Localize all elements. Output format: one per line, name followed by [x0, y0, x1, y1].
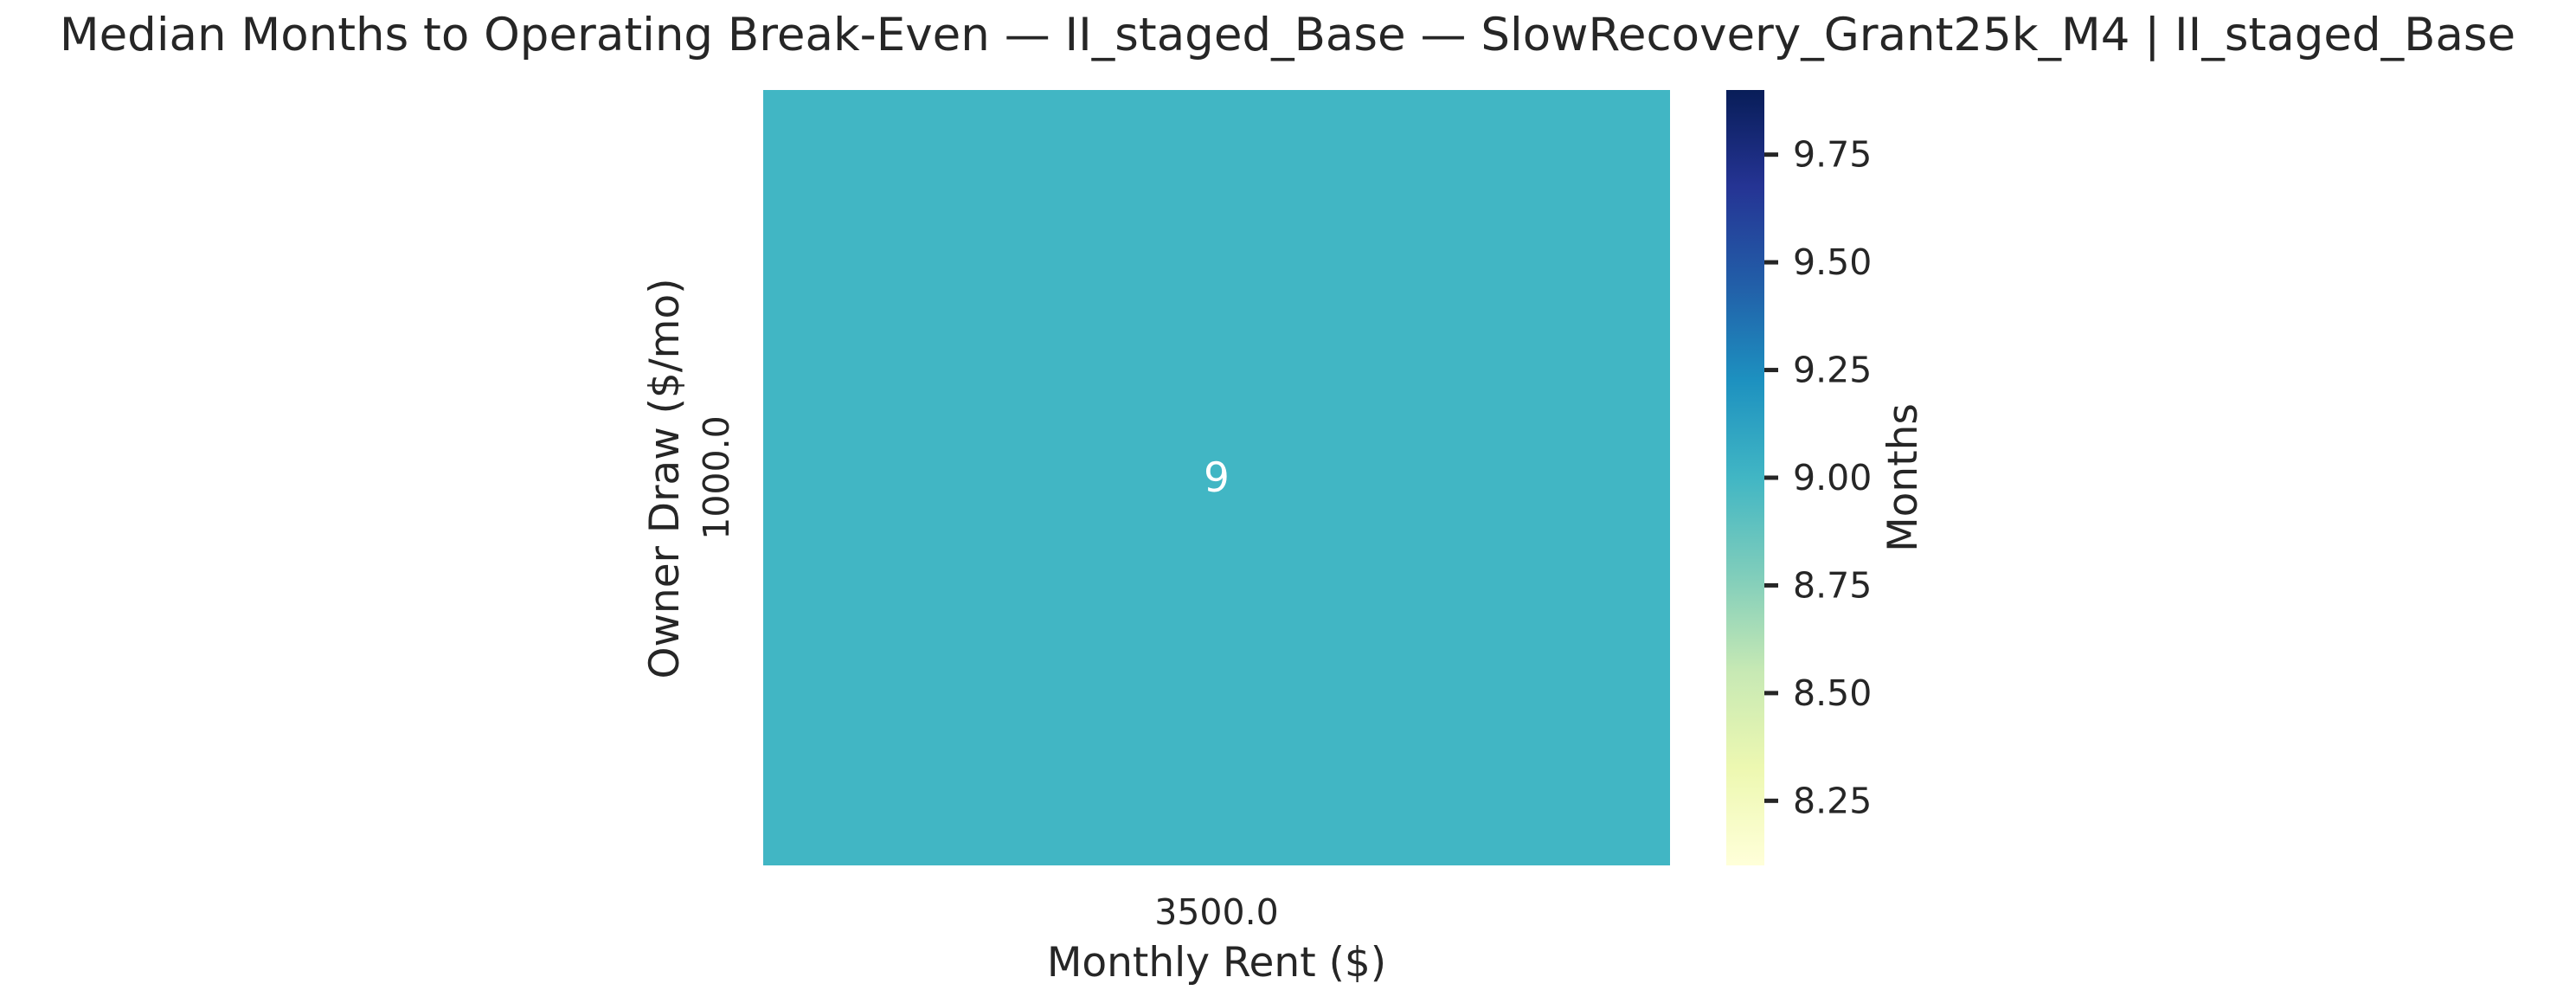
- y-tick-labels: 1000.0: [696, 415, 737, 539]
- x-tick-label: 3500.0: [1154, 891, 1278, 933]
- colorbar-label: Months: [1879, 403, 1927, 552]
- y-axis-label: Owner Draw ($/mo): [641, 278, 689, 678]
- y-tick-label: 1000.0: [696, 415, 737, 539]
- chart-title: Median Months to Operating Break-Even — …: [60, 9, 2515, 61]
- colorbar-tick-label: 8.75: [1793, 564, 1872, 606]
- colorbar-tick-label: 9.25: [1793, 350, 1872, 391]
- x-tick-labels: 3500.0: [1154, 891, 1278, 933]
- colorbar-tick-label: 9.75: [1793, 134, 1872, 176]
- colorbar-tick-label: 8.50: [1793, 672, 1872, 714]
- heatmap-cells: 9: [763, 90, 1670, 865]
- x-axis-label: Monthly Rent ($): [1047, 939, 1386, 987]
- colorbar-tick-label: 9.00: [1793, 457, 1872, 498]
- colorbar-tick-label: 9.50: [1793, 241, 1872, 283]
- colorbar-tick-label: 8.25: [1793, 780, 1872, 821]
- heatmap-cell: [763, 90, 1670, 865]
- colorbar-ticks: 8.25 8.50 8.75 9.00 9.25 9.50 9.75: [1764, 134, 1872, 821]
- colorbar: [1726, 90, 1764, 865]
- cell-annotation: 9: [1204, 454, 1230, 502]
